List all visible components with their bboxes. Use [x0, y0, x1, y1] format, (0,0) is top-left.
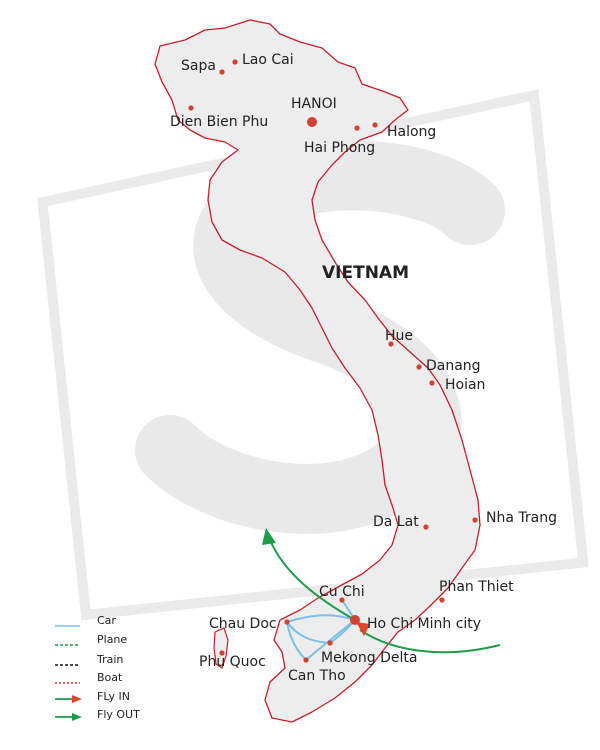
city-dot-ho-chi-minh[interactable]	[350, 615, 360, 625]
legend-label-fly-out: Fly OUT	[97, 708, 140, 721]
label-nha-trang: Nha Trang	[486, 510, 557, 526]
legend-item-fly-in: FLy IN	[55, 690, 130, 703]
fly-out-arrowhead	[262, 528, 276, 545]
city-dot-da-lat[interactable]	[423, 524, 429, 530]
city-dot-hoian[interactable]	[429, 380, 435, 386]
vietnam-landmass	[154, 19, 481, 723]
city-markers	[188, 59, 478, 663]
city-dot-sapa[interactable]	[219, 69, 225, 75]
route-cantho-hcm	[305, 619, 356, 661]
fly-in-arrowhead	[356, 622, 370, 636]
city-dot-hai-phong[interactable]	[354, 125, 360, 131]
legend: Car Plane Train Boat FLy IN Fly OUT	[55, 614, 140, 721]
legend-label-boat: Boat	[97, 671, 123, 684]
label-cu-chi: Cu Chi	[319, 584, 365, 600]
route-chaudoc-cantho	[286, 621, 307, 661]
city-dot-mekong-delta[interactable]	[327, 640, 333, 646]
label-hai-phong: Hai Phong	[304, 140, 375, 156]
label-phan-thiet: Phan Thiet	[439, 579, 514, 595]
phu-quoc-island	[213, 627, 229, 669]
fly-in-legend-arrowhead	[72, 695, 82, 703]
legend-label-fly-in: FLy IN	[97, 690, 130, 703]
car-routes	[286, 599, 356, 661]
fly-out-arc	[269, 539, 356, 621]
city-dot-nha-trang[interactable]	[472, 517, 478, 523]
legend-label-plane: Plane	[97, 633, 127, 646]
legend-label-car: Car	[97, 614, 116, 627]
city-dot-hue[interactable]	[388, 341, 394, 347]
city-dot-dien-bien-phu[interactable]	[188, 105, 194, 111]
label-can-tho: Can Tho	[288, 668, 346, 684]
city-dot-cu-chi[interactable]	[339, 597, 345, 603]
label-hue: Hue	[385, 328, 413, 344]
fly-out-legend-arrowhead	[72, 713, 82, 721]
label-ho-chi-minh: Ho Chi Minh city	[367, 616, 481, 632]
label-halong: Halong	[387, 124, 436, 140]
label-country: VIETNAM	[322, 263, 409, 283]
legend-item-plane: Plane	[55, 633, 127, 646]
label-hoian: Hoian	[445, 377, 485, 393]
route-hcm-chaudoc	[286, 614, 356, 623]
label-mekong-delta: Mekong Delta	[321, 650, 417, 666]
label-dien-bien-phu: Dien Bien Phu	[170, 114, 268, 130]
label-phu-quoc: Phu Quoc	[199, 654, 266, 670]
city-dot-can-tho[interactable]	[303, 657, 309, 663]
city-labels: Sapa Lao Cai Dien Bien Phu HANOI Halong …	[170, 52, 557, 684]
legend-item-boat: Boat	[55, 671, 123, 684]
city-dot-lao-cai[interactable]	[232, 59, 238, 65]
fly-in-arc	[359, 629, 501, 654]
legend-item-car: Car	[55, 614, 116, 627]
label-sapa: Sapa	[181, 58, 216, 74]
city-dot-chau-doc[interactable]	[284, 619, 290, 625]
legend-label-train: Train	[96, 653, 123, 666]
label-danang: Danang	[426, 358, 481, 374]
city-dot-phu-quoc[interactable]	[219, 650, 225, 656]
city-dot-phan-thiet[interactable]	[439, 597, 445, 603]
label-chau-doc: Chau Doc	[209, 616, 277, 632]
legend-item-train: Train	[55, 653, 123, 666]
label-lao-cai: Lao Cai	[242, 52, 294, 68]
city-dot-danang[interactable]	[416, 364, 422, 370]
legend-item-fly-out: Fly OUT	[55, 708, 140, 721]
label-hanoi: HANOI	[291, 96, 337, 112]
fly-routes	[262, 528, 501, 654]
city-dot-halong[interactable]	[372, 122, 378, 128]
label-da-lat: Da Lat	[373, 514, 419, 530]
city-dot-hanoi[interactable]	[307, 117, 317, 127]
